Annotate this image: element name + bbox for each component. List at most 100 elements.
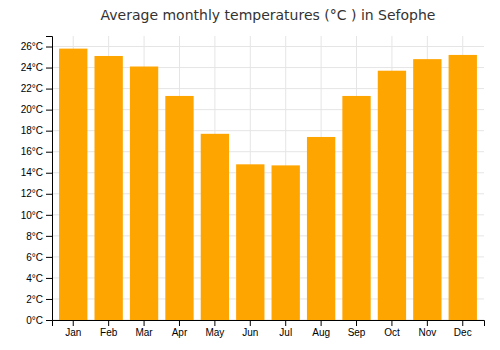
- x-tick: Jun: [242, 320, 258, 338]
- x-tick: Dec: [454, 320, 472, 338]
- y-tick-label: 24°C: [21, 62, 43, 73]
- bar: [307, 137, 335, 320]
- y-tick-mark: [46, 89, 52, 90]
- x-tick-label: Feb: [100, 327, 118, 338]
- y-tick-mark: [46, 173, 52, 174]
- x-tick-mark: [427, 320, 428, 326]
- x-tick-label: Oct: [384, 327, 400, 338]
- y-tick: 16°C: [21, 146, 52, 157]
- plot: 0°C 2°C 4°C 6°C 8°C 10°C 12°C 14°C 16°C 18°C 20°C 2…: [21, 36, 485, 338]
- y-tick: 24°C: [21, 62, 52, 73]
- y-tick-label: 16°C: [21, 146, 43, 157]
- x-tick-label: Mar: [135, 327, 153, 338]
- x-tick-mark: [179, 320, 180, 326]
- x-tick-mark: [391, 320, 392, 326]
- y-tick-label: 2°C: [26, 294, 43, 305]
- x-tick-label: Jan: [65, 327, 81, 338]
- x-tick-label: Nov: [418, 327, 436, 338]
- x-tick-label: Jun: [242, 327, 258, 338]
- y-tick-label: 20°C: [21, 104, 43, 115]
- y-tick-label: 14°C: [21, 167, 43, 178]
- x-tick-label: Dec: [454, 327, 472, 338]
- x-axis: Jan Feb Mar Apr May Jun Jul Aug Sep Oct Nov Dec: [53, 320, 485, 338]
- y-tick-mark: [46, 299, 52, 300]
- y-tick-mark: [46, 257, 52, 258]
- x-tick-label: May: [205, 327, 224, 338]
- y-tick-mark: [46, 47, 52, 48]
- y-tick: 18°C: [21, 125, 52, 136]
- bar: [236, 164, 264, 320]
- bar: [272, 165, 300, 320]
- grid-line-y: [52, 46, 484, 47]
- y-axis-line: [46, 37, 53, 321]
- x-tick-mark: [144, 320, 145, 326]
- y-tick-label: 4°C: [26, 273, 43, 284]
- y-tick: 12°C: [21, 188, 52, 199]
- y-tick-mark: [46, 236, 52, 237]
- bar: [130, 67, 158, 320]
- x-tick-mark: [356, 320, 357, 326]
- y-tick-label: 18°C: [21, 125, 43, 136]
- x-tick-label: Sep: [348, 327, 366, 338]
- x-tick: May: [205, 320, 224, 338]
- y-tick-mark: [46, 68, 52, 69]
- chart-svg: 0°C 2°C 4°C 6°C 8°C 10°C 12°C 14°C 16°C 18°C 20°C 2…: [0, 0, 500, 350]
- y-tick: 6°C: [26, 252, 52, 263]
- y-tick: 20°C: [21, 104, 52, 115]
- y-tick-label: 0°C: [26, 315, 43, 326]
- bar: [201, 134, 229, 320]
- y-tick-label: 10°C: [21, 210, 43, 221]
- y-tick-label: 6°C: [26, 252, 43, 263]
- x-tick-mark: [108, 320, 109, 326]
- y-tick-mark: [46, 131, 52, 132]
- x-tick: Feb: [100, 320, 118, 338]
- x-tick-mark: [462, 320, 463, 326]
- y-tick-mark: [46, 110, 52, 111]
- x-tick: Jan: [65, 320, 81, 338]
- y-tick: 14°C: [21, 167, 52, 178]
- grid: [52, 36, 484, 320]
- x-tick: Nov: [418, 320, 436, 338]
- y-tick: 22°C: [21, 83, 52, 94]
- bars: [59, 49, 477, 320]
- y-tick-mark: [46, 320, 52, 321]
- x-tick-label: Jul: [279, 327, 292, 338]
- x-tick: Apr: [172, 320, 188, 338]
- bar: [165, 96, 193, 320]
- bar: [378, 71, 406, 320]
- chart-container: 0°C 2°C 4°C 6°C 8°C 10°C 12°C 14°C 16°C 18°C 20°C 2…: [0, 0, 500, 350]
- bar: [94, 56, 122, 320]
- y-tick-label: 12°C: [21, 188, 43, 199]
- x-tick: Mar: [135, 320, 153, 338]
- y-tick-mark: [46, 278, 52, 279]
- y-tick: 0°C: [26, 315, 52, 326]
- y-tick: 2°C: [26, 294, 52, 305]
- x-tick-mark: [214, 320, 215, 326]
- x-tick-mark: [250, 320, 251, 326]
- y-tick-mark: [46, 215, 52, 216]
- y-tick: 10°C: [21, 210, 52, 221]
- y-tick: 8°C: [26, 231, 52, 242]
- bar: [342, 96, 370, 320]
- x-tick-mark: [285, 320, 286, 326]
- y-tick-label: 8°C: [26, 231, 43, 242]
- y-tick-label: 26°C: [21, 41, 43, 52]
- x-tick-label: Aug: [312, 327, 330, 338]
- bar: [449, 55, 477, 320]
- x-tick: Oct: [384, 320, 400, 338]
- y-tick-label: 22°C: [21, 83, 43, 94]
- x-axis-line: [53, 321, 485, 327]
- x-tick-label: Apr: [172, 327, 188, 338]
- x-tick: Sep: [348, 320, 366, 338]
- y-axis: 0°C 2°C 4°C 6°C 8°C 10°C 12°C 14°C 16°C 18°C 20°C 2…: [21, 37, 53, 326]
- x-tick: Aug: [312, 320, 330, 338]
- y-tick: 26°C: [21, 41, 52, 52]
- y-tick: 4°C: [26, 273, 52, 284]
- x-tick-mark: [73, 320, 74, 326]
- y-tick-mark: [46, 194, 52, 195]
- x-tick-mark: [321, 320, 322, 326]
- x-tick: Jul: [279, 320, 292, 338]
- title: Average monthly temperatures (°C ) in Se…: [101, 7, 436, 23]
- y-tick-mark: [46, 152, 52, 153]
- bar: [59, 49, 87, 320]
